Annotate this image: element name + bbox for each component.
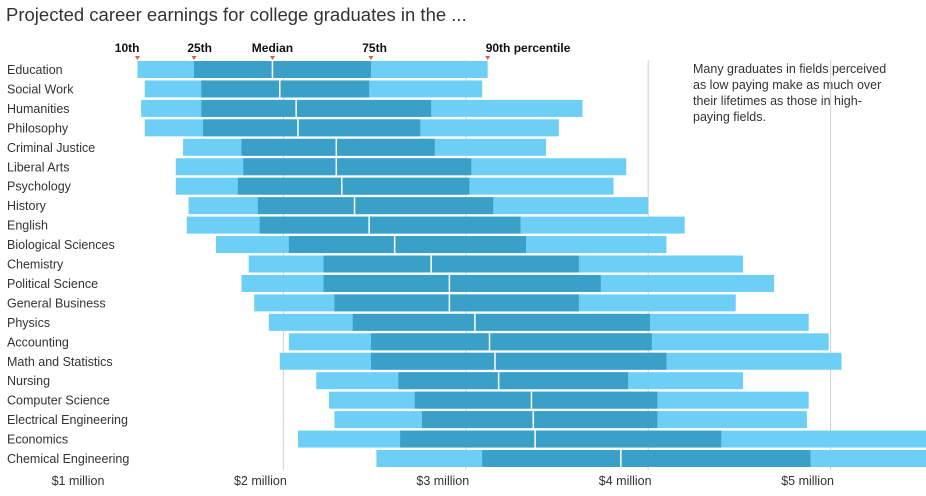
category-label: Education	[7, 63, 63, 77]
inner-range-bar	[414, 391, 658, 409]
percentile-marker	[485, 56, 491, 60]
inner-range-bar	[482, 450, 811, 467]
category-label: English	[7, 219, 48, 233]
category-label: Accounting	[7, 335, 69, 349]
percentile-label: 10th	[115, 41, 140, 55]
inner-range-bar	[194, 61, 371, 78]
inner-range-bar	[323, 274, 601, 292]
category-label: History	[7, 199, 47, 213]
percentile-marker	[191, 56, 197, 60]
inner-range-bar	[323, 255, 579, 273]
category-label: Criminal Justice	[7, 141, 95, 155]
percentile-marker	[269, 56, 275, 60]
inner-range-bar	[201, 99, 432, 117]
inner-range-bar	[201, 80, 370, 98]
percentile-label: 25th	[187, 41, 212, 55]
inner-range-bar	[259, 216, 521, 234]
inner-range-bar	[398, 372, 629, 390]
category-label: General Business	[7, 296, 106, 310]
percentile-label: Median	[252, 41, 293, 55]
category-label: Physics	[7, 316, 50, 330]
inner-range-bar	[352, 313, 651, 331]
chart-title: Projected career earnings for college gr…	[6, 4, 467, 25]
category-label: Psychology	[7, 180, 72, 194]
category-label: Chemical Engineering	[7, 452, 129, 466]
x-tick-label: $5 million	[781, 474, 834, 488]
category-label: Computer Science	[7, 394, 110, 408]
percentile-label: 90th percentile	[486, 41, 571, 55]
chart-annotation: Many graduates in fields perceived as lo…	[693, 62, 887, 124]
category-label: Social Work	[7, 82, 74, 96]
x-tick-label: $1 million	[52, 474, 105, 488]
category-label: Liberal Arts	[7, 160, 70, 174]
inner-range-bar	[257, 197, 494, 215]
category-label: Humanities	[7, 102, 70, 116]
x-tick-label: $2 million	[234, 474, 287, 488]
category-label: Nursing	[7, 374, 50, 388]
x-tick-label: $4 million	[599, 474, 652, 488]
category-label: Philosophy	[7, 121, 69, 135]
inner-range-bar	[243, 158, 472, 176]
percentile-marker	[368, 56, 374, 60]
category-label: Electrical Engineering	[7, 413, 128, 427]
x-tick-label: $3 million	[416, 474, 469, 488]
percentile-marker	[134, 56, 140, 60]
inner-range-bar	[241, 138, 435, 156]
category-label: Chemistry	[7, 258, 64, 272]
inner-range-bar	[370, 333, 652, 351]
category-label: Biological Sciences	[7, 238, 115, 252]
inner-range-bar	[203, 119, 421, 137]
category-label: Political Science	[7, 277, 98, 291]
inner-range-bar	[237, 177, 470, 195]
percentile-label: 75th	[362, 41, 387, 55]
inner-range-bar	[422, 411, 658, 429]
inner-range-bar	[370, 352, 667, 370]
inner-range-bar	[288, 236, 526, 254]
inner-range-bar	[334, 294, 579, 312]
inner-range-bar	[400, 430, 722, 448]
category-label: Economics	[7, 433, 68, 447]
category-label: Math and Statistics	[7, 355, 113, 369]
